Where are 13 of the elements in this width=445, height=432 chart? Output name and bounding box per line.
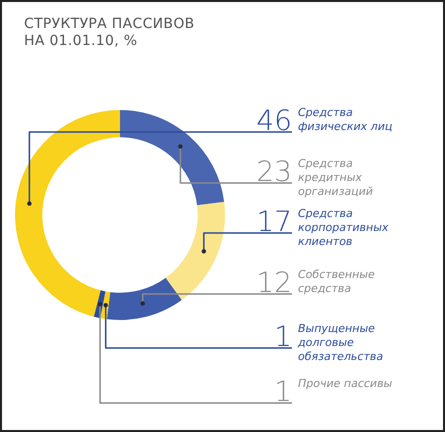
slice-label: Средства корпоративных клиентов — [298, 207, 389, 248]
data-label: 46 — [256, 104, 292, 137]
data-label: 23 — [256, 155, 292, 188]
data-label: 12 — [256, 266, 292, 299]
slice-label: Выпущенные долговые обязательства — [297, 322, 384, 363]
data-label: 17 — [256, 205, 292, 238]
slice-label: Собственные средства — [298, 268, 375, 295]
chart-title: СТРУКТУРА ПАССИВОВ НА 01.01.10, % — [24, 16, 196, 50]
slice-label: Средства кредитных организаций — [298, 157, 373, 198]
data-label: 1 — [274, 375, 292, 408]
slice-label: Средства физических лиц — [298, 106, 392, 133]
slice-label: Прочие пассивы — [298, 377, 393, 390]
data-label: 1 — [274, 320, 292, 353]
